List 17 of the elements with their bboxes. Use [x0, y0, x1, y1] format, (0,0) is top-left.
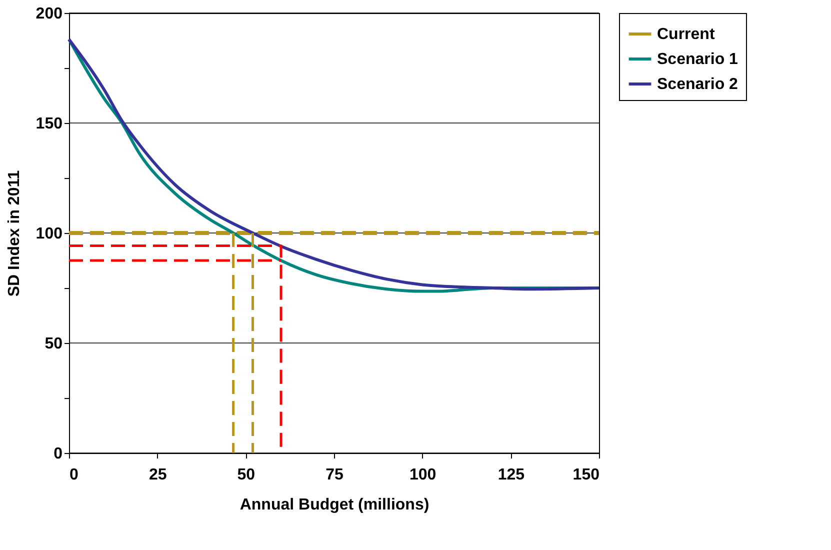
- x-axis-title: Annual Budget (millions): [240, 496, 430, 514]
- x-tick-label: 100: [409, 466, 436, 484]
- x-tick-label: 150: [572, 466, 600, 484]
- x-tick-label: 0: [70, 466, 78, 484]
- y-tick-label: 100: [36, 226, 63, 242]
- x-tick-label: 50: [237, 466, 256, 484]
- legend-label: Scenario 2: [657, 76, 738, 93]
- y-tick-label: 0: [54, 446, 63, 462]
- legend-label: Scenario 1: [657, 51, 738, 68]
- x-tick-label: 75: [326, 466, 344, 484]
- y-tick-label: 200: [36, 6, 63, 22]
- y-tick-label: 150: [36, 116, 63, 132]
- x-tick-label: 25: [148, 466, 167, 484]
- x-tick-label: 125: [498, 466, 525, 484]
- legend-label: Current: [657, 26, 716, 43]
- y-axis-title: SD Index in 2011: [6, 170, 23, 297]
- y-tick-label: 50: [44, 336, 63, 352]
